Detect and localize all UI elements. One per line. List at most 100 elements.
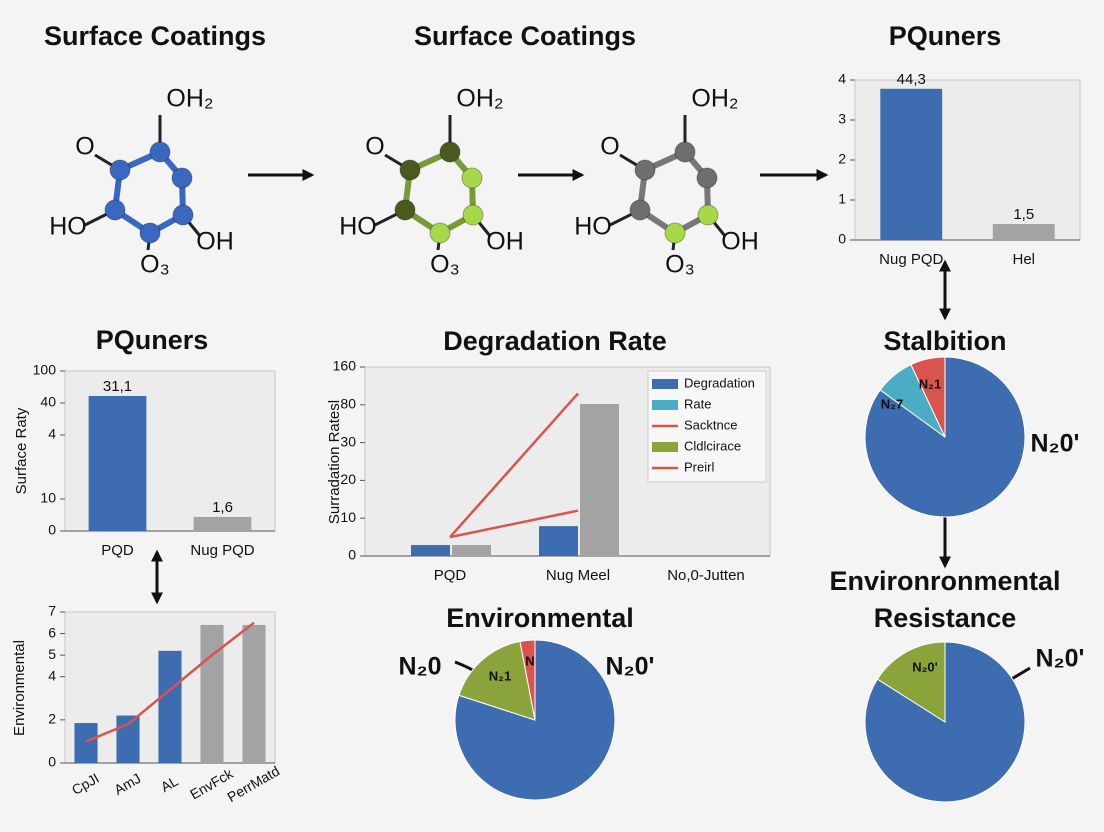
bar-annotation: 1,5 [1013, 206, 1034, 223]
annotation: N₂0 [398, 653, 441, 681]
y-tick-label: 0 [48, 754, 56, 770]
atom-label: HO [574, 213, 612, 241]
line-series [85, 621, 255, 743]
x-tick-label: AL [158, 773, 181, 796]
chart-title: PQuners [889, 21, 1002, 51]
bar [880, 88, 943, 240]
y-tick-label: 0 [348, 547, 356, 563]
bar [88, 395, 147, 531]
atom [697, 204, 719, 226]
y-tick-label: 2 [838, 151, 846, 167]
bar [539, 526, 578, 556]
legend-label: Sacktnce [684, 417, 737, 432]
atom [172, 204, 194, 226]
bar-annotation: 31,1 [103, 378, 132, 395]
atom-label: O₃ [430, 251, 460, 279]
annotation: N₂0' [1035, 645, 1084, 673]
atom [139, 222, 161, 244]
bar [193, 516, 252, 531]
pie-slice [519, 639, 536, 721]
y-tick-label: 5 [48, 646, 56, 662]
x-tick-label: Nug Meel [546, 567, 610, 584]
bar-annotation: 44,3 [897, 71, 926, 88]
legend-swatch [652, 400, 678, 410]
y-tick-label: 6 [48, 624, 56, 640]
atom-label: O [75, 133, 94, 161]
atom-label: O₃ [665, 251, 695, 279]
atom [634, 159, 656, 181]
atom [149, 141, 171, 163]
slice-label: N [525, 653, 534, 668]
x-tick-label: Hel [1012, 251, 1035, 268]
y-tick-label: 3 [838, 111, 846, 127]
y-tick-label: 160 [333, 358, 357, 374]
chart-title: Degradation Rate [443, 326, 667, 356]
slice-label: N₂0' [912, 659, 938, 674]
y-tick-label: 0 [838, 231, 846, 247]
y-tick-label: 40 [40, 394, 56, 410]
legend-label: Rate [684, 396, 711, 411]
atom [429, 222, 451, 244]
bar [411, 545, 450, 556]
molecule: OH₂ O HO O₃ OH [574, 85, 759, 279]
bar-annotation: 1,6 [212, 499, 233, 516]
atom-label: OH₂ [691, 85, 738, 113]
chart-title: Environronmental [829, 566, 1060, 596]
atom [674, 141, 696, 163]
bar [74, 723, 98, 763]
legend-label: Degradation [684, 375, 755, 390]
bar [992, 224, 1055, 240]
atom [109, 159, 131, 181]
y-tick-label: 0 [48, 522, 56, 538]
chart-title: Stalbition [884, 326, 1007, 356]
molecule: OH₂ O HO O₃ OH [339, 85, 524, 279]
atom [462, 204, 484, 226]
chart-title: Resistance [874, 603, 1017, 633]
bar [242, 624, 266, 763]
atom [171, 167, 193, 189]
atom-label: HO [339, 213, 377, 241]
atom-label: O₃ [140, 251, 170, 279]
bar [580, 404, 619, 556]
y-tick-label: 7 [48, 603, 56, 619]
y-tick-label: 80 [340, 396, 356, 412]
y-tick-label: 10 [340, 509, 356, 525]
line-series [449, 392, 579, 538]
y-tick-label: 100 [33, 362, 57, 378]
legend-swatch [652, 442, 678, 452]
bar [200, 624, 224, 763]
molecule: OH₂ O HO O₃ OH [49, 85, 234, 279]
chart: PQuners 0 10 4 40 100 Surface Raty PQD Nug PQD 31… [13, 325, 276, 559]
slice-label: N₂0' [605, 653, 654, 681]
chart: Environmental N₂0' N₂1 N N₂0 [398, 603, 655, 801]
atom [664, 222, 686, 244]
x-tick-label: Nug PQD [879, 251, 943, 268]
atom-label: OH₂ [166, 85, 213, 113]
atom-label: HO [49, 213, 87, 241]
atom [394, 199, 416, 221]
y-tick-label: 1 [838, 191, 846, 207]
chart: PQuners 0 1 2 3 4 Nug PQD Hel 44,3 1,5 [838, 21, 1081, 268]
bar [158, 650, 182, 763]
y-tick-label: 2 [48, 711, 56, 727]
slice-label: N₂1 [919, 376, 941, 391]
y-tick-label: 20 [340, 471, 356, 487]
x-tick-label: Nug PQD [190, 542, 254, 559]
atom [696, 167, 718, 189]
chart: Environronmental Resistance N₂0' N₂0' [829, 566, 1085, 803]
chart: Stalbition N₂0' N₂7 N₂1 [864, 326, 1080, 518]
legend-swatch [652, 379, 678, 389]
y-axis-label: Surradation Ratesl [326, 400, 343, 524]
bar [452, 545, 491, 556]
atom [399, 159, 421, 181]
y-axis-label: Surface Raty [13, 407, 30, 494]
slice-label: N₂1 [489, 668, 511, 683]
chart: Degradation Rate 0 10 20 30 80 160 Surradation … [326, 326, 771, 584]
x-tick-label: No,0-Jutten [667, 567, 745, 584]
atom-label: OH [196, 228, 234, 256]
y-tick-label: 30 [340, 433, 356, 449]
chart-title: PQuners [96, 325, 209, 355]
atom [629, 199, 651, 221]
pie-slice [910, 356, 946, 438]
